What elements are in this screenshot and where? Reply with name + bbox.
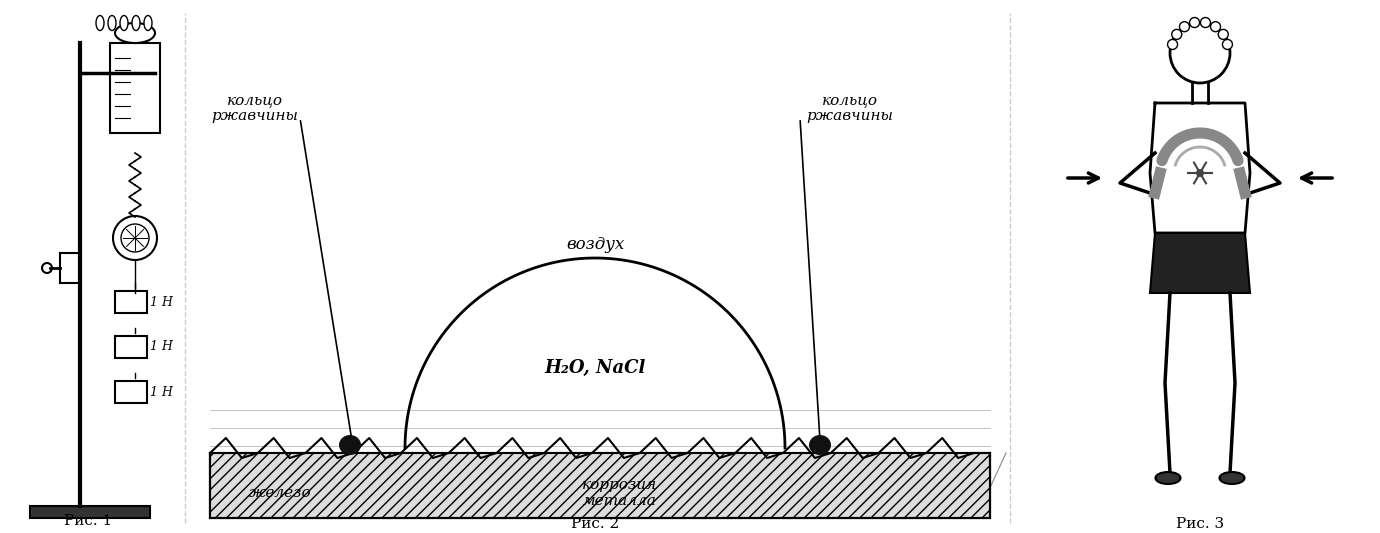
Circle shape	[121, 224, 149, 252]
FancyBboxPatch shape	[115, 381, 148, 403]
FancyBboxPatch shape	[30, 506, 150, 518]
Ellipse shape	[339, 435, 362, 455]
Ellipse shape	[108, 15, 116, 30]
Ellipse shape	[1155, 472, 1180, 484]
Text: кольцо
ржавчины: кольцо ржавчины	[806, 93, 893, 123]
FancyBboxPatch shape	[115, 291, 148, 313]
Text: 1 Н: 1 Н	[150, 295, 172, 309]
Circle shape	[1180, 22, 1190, 31]
Bar	[210, 453, 989, 518]
Ellipse shape	[809, 435, 831, 455]
Ellipse shape	[97, 15, 104, 30]
Circle shape	[1201, 18, 1210, 28]
Circle shape	[1190, 18, 1199, 28]
Text: воздух: воздух	[566, 236, 624, 253]
Circle shape	[1219, 29, 1228, 39]
Text: кольцо
ржавчины: кольцо ржавчины	[211, 93, 298, 123]
Circle shape	[1170, 23, 1230, 83]
Circle shape	[1223, 39, 1232, 50]
Circle shape	[1196, 169, 1203, 177]
FancyBboxPatch shape	[110, 43, 160, 133]
Circle shape	[113, 216, 157, 260]
Text: 1 Н: 1 Н	[150, 385, 172, 399]
Circle shape	[1172, 29, 1181, 39]
Ellipse shape	[120, 15, 128, 30]
Text: железо: железо	[248, 486, 312, 500]
Text: 1 Н: 1 Н	[150, 341, 172, 353]
Ellipse shape	[132, 15, 139, 30]
Polygon shape	[1150, 233, 1250, 293]
Bar	[210, 453, 989, 518]
Ellipse shape	[1220, 472, 1245, 484]
Text: коррозия
металла: коррозия металла	[582, 478, 658, 508]
Circle shape	[1167, 39, 1177, 50]
Text: Рис. 2: Рис. 2	[571, 517, 620, 531]
Ellipse shape	[144, 15, 152, 30]
Ellipse shape	[115, 23, 155, 43]
Circle shape	[1210, 22, 1220, 31]
Circle shape	[41, 263, 52, 273]
FancyBboxPatch shape	[59, 253, 80, 283]
Text: H₂O, NaCl: H₂O, NaCl	[544, 359, 646, 376]
Text: Рис. 3: Рис. 3	[1176, 517, 1224, 531]
FancyBboxPatch shape	[115, 336, 148, 358]
Text: Рис. 1: Рис. 1	[63, 514, 112, 528]
